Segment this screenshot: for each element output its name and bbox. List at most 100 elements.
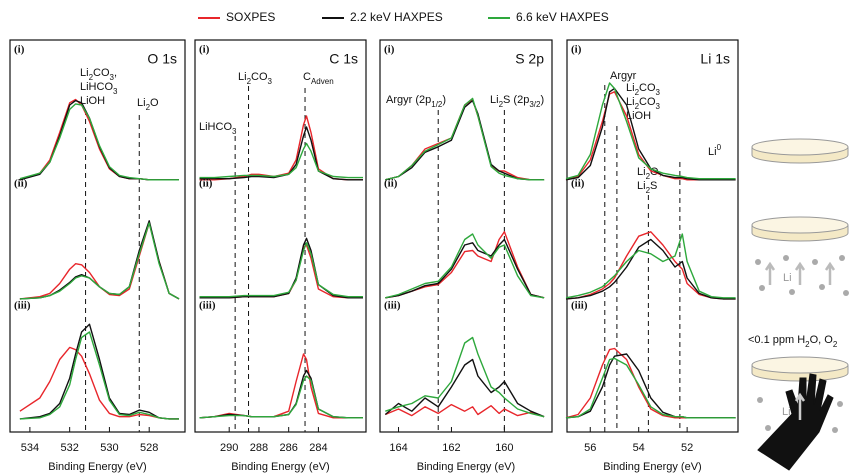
x-tick-label: 288 — [250, 442, 268, 454]
row-label: (iii) — [571, 300, 588, 312]
superscript: 0 — [717, 143, 722, 152]
illustration — [751, 138, 849, 471]
label-part: Li — [238, 71, 247, 83]
subscript: 3 — [110, 73, 115, 82]
subscript: 2 — [635, 102, 640, 111]
label-part: Li — [626, 96, 635, 108]
spectrum-line — [565, 231, 736, 300]
annotation-label: LiOH — [626, 110, 651, 122]
disk — [751, 138, 849, 156]
subscript: 3 — [268, 77, 273, 86]
label-part: Li — [637, 180, 646, 192]
annotation-label: Li2CO3 — [238, 71, 273, 86]
subscript: 2 — [499, 100, 504, 109]
panel-title: C 1s — [329, 51, 358, 67]
row-label: (i) — [14, 44, 25, 56]
subscript: 2 — [146, 103, 151, 112]
label-part: Li — [490, 94, 499, 106]
annotation-label: Li2S — [637, 180, 657, 195]
arrows — [764, 261, 836, 285]
subscript: 1/2 — [431, 100, 443, 109]
panel-frame — [379, 39, 553, 433]
spectrum-line — [565, 357, 736, 419]
subscript: 3 — [232, 127, 237, 136]
row-label: (ii) — [571, 178, 585, 190]
label-part: ) — [540, 94, 544, 106]
annotation-label: LiHCO3 — [80, 81, 118, 96]
subscript: 2 — [89, 73, 94, 82]
row-label: (ii) — [199, 178, 213, 190]
label-part: C — [303, 71, 311, 83]
panel-title: Li 1s — [700, 51, 730, 67]
label-part: Li — [80, 67, 89, 79]
x-tick-label: 54 — [633, 442, 645, 454]
subscript: 2 — [247, 77, 252, 86]
row-label: (i) — [571, 44, 582, 56]
spectrum-line — [19, 103, 179, 181]
row-label: (i) — [199, 44, 210, 56]
spectrum-line — [199, 237, 363, 299]
panel-frame — [194, 39, 367, 433]
arrows — [794, 392, 806, 420]
x-tick-label: 162 — [442, 442, 460, 454]
subscript: 3 — [113, 87, 118, 96]
annotation-label: Li2O — [137, 97, 159, 112]
label-part: LiOH — [626, 110, 651, 122]
label-part: Li — [626, 82, 635, 94]
spectrum-line — [565, 82, 736, 180]
annotation-label: Argyr (2p1/2) — [386, 94, 446, 109]
subscript: 2 — [646, 186, 651, 195]
label-part: , — [114, 67, 117, 79]
spectrum-line — [385, 336, 545, 418]
spectrum-line — [385, 238, 545, 299]
annotation-label: Li2CO3 — [626, 82, 661, 97]
x-axis-label: Binding Energy (eV) — [417, 461, 515, 473]
spectrum-line — [199, 375, 363, 419]
annotation-label: Li2S (2p3/2) — [490, 94, 544, 109]
disk — [751, 216, 849, 234]
row-label: (ii) — [14, 178, 28, 190]
label-part: CO — [251, 71, 268, 83]
label-part: O — [150, 97, 159, 109]
legend-label: 6.6 keV HAXPES — [516, 10, 609, 24]
label-part: Argyr — [610, 70, 637, 82]
subscript: 2 — [805, 340, 810, 349]
label-part: S — [650, 180, 657, 192]
subscript: 2 — [833, 340, 838, 349]
label-part: LiOH — [80, 95, 105, 107]
spectrum-line — [199, 353, 363, 419]
annotation-label: Argyr — [610, 70, 637, 82]
spectrum-line — [565, 238, 736, 300]
annotation-label: Li2CO3 — [626, 96, 661, 111]
label-part: Argyr (2p — [386, 94, 431, 106]
spectrum-line — [199, 242, 363, 298]
panel-title: S 2p — [515, 51, 544, 67]
annotation-label: Li0 — [708, 143, 722, 158]
li-label: Li — [782, 406, 791, 418]
x-axis-label: Binding Energy (eV) — [603, 461, 701, 473]
spectrum-line — [199, 244, 363, 299]
subscript: 3/2 — [529, 100, 541, 109]
spectrum-line — [19, 323, 179, 420]
x-tick-label: 534 — [21, 442, 39, 454]
row-label: (i) — [384, 44, 395, 56]
spectrum-line — [384, 358, 545, 418]
annotation-label: LiHCO3 — [199, 121, 237, 136]
spectrum-line — [565, 233, 736, 299]
panel-frame — [9, 39, 186, 433]
x-tick-label: 530 — [100, 442, 118, 454]
label-part: O, O — [810, 334, 834, 346]
label-part: CO — [93, 67, 110, 79]
x-tick-label: 290 — [220, 442, 238, 454]
row-label: (iii) — [14, 300, 31, 312]
spectrum-line — [385, 233, 545, 299]
panel-title: O 1s — [147, 51, 177, 67]
label-part: LiHCO — [199, 121, 232, 133]
label-part: CO — [639, 96, 656, 108]
subscript: 3 — [656, 102, 661, 111]
x-axis-label: Binding Energy (eV) — [231, 461, 329, 473]
label-part: Li — [637, 166, 646, 178]
spectrum-line — [385, 231, 545, 299]
